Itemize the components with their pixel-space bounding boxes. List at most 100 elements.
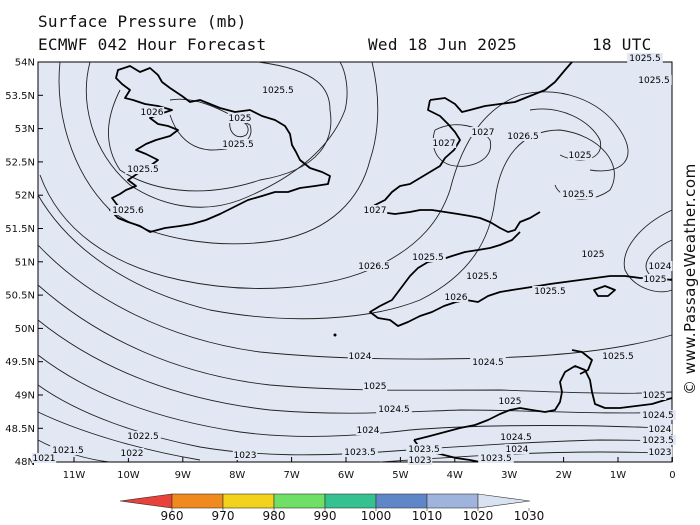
isobar-label: 1021 bbox=[33, 454, 56, 464]
isobar-label-bg bbox=[600, 351, 636, 361]
isobar-label: 1023.5 bbox=[480, 454, 512, 464]
isobar-label: 1022 bbox=[121, 449, 144, 459]
isobar-label: 1023.5 bbox=[344, 448, 376, 458]
isobar-label-bg bbox=[560, 189, 596, 199]
isobar-label-bg bbox=[497, 396, 523, 406]
lat-label: 54N bbox=[15, 58, 35, 69]
isobar-label: 1023.5 bbox=[642, 436, 674, 446]
isobar-label-bg bbox=[119, 448, 145, 458]
isobar-label: 1025.5 bbox=[562, 190, 594, 200]
isobar-line bbox=[37, 354, 673, 437]
isobar-label-bg bbox=[376, 404, 412, 414]
isobar-label-bg bbox=[504, 444, 530, 454]
isobar-labels: 1025.5 1026 1025 1025.5 1025.5 1025.6 1027 1026… bbox=[31, 53, 676, 466]
isobar-label-bg bbox=[362, 381, 388, 391]
forecast-date: Wed 18 Jun 2025 bbox=[368, 35, 517, 54]
colorbar-tick-label: 1000 bbox=[361, 509, 392, 523]
isobar-label: 1024.5 bbox=[500, 433, 532, 443]
isobar-label-bg bbox=[636, 75, 672, 85]
isobar-label: 1025 bbox=[499, 397, 522, 407]
isobar-label-bg bbox=[232, 450, 258, 460]
isobar-label: 1024 bbox=[649, 262, 672, 272]
colorbar-tick-label: 1010 bbox=[412, 509, 443, 523]
isobar-label: 1027 bbox=[433, 139, 456, 149]
colorbar-tick-label: 970 bbox=[212, 509, 235, 523]
lon-label: 3W bbox=[501, 470, 517, 481]
colorbar-low-arrow bbox=[119, 493, 173, 509]
colorbar-tick-label: 980 bbox=[263, 509, 286, 523]
isobar-label: 1024 bbox=[649, 425, 672, 435]
colorbar-tick-label: 990 bbox=[314, 509, 337, 523]
isobar-label-bg bbox=[125, 164, 161, 174]
isobar-label-bg bbox=[627, 53, 663, 63]
colorbar-segment bbox=[426, 493, 479, 509]
isobar-label-bg bbox=[410, 252, 446, 262]
colorbar-segment bbox=[324, 493, 377, 509]
isobar-label: 1025.5 bbox=[638, 76, 670, 86]
isobar-label: 1025.5 bbox=[629, 54, 661, 64]
isobar-label: 1026.5 bbox=[507, 132, 539, 142]
latitude-axis: 54N 53.5N 53N 52.5N 52N 51.5N 51N 50.5N 50N 49.5N… bbox=[5, 58, 43, 468]
lat-label: 48N bbox=[15, 457, 35, 468]
isobar-label-bg bbox=[642, 274, 668, 284]
lat-label: 51N bbox=[15, 257, 35, 268]
isobar-label-bg bbox=[470, 357, 506, 367]
coastline-isle-of-wight bbox=[593, 285, 616, 297]
isobar-label-bg bbox=[532, 286, 568, 296]
isobar-label-bg bbox=[347, 351, 373, 361]
isobar-label-bg bbox=[50, 445, 86, 455]
isobar-label-bg bbox=[505, 131, 541, 141]
isobar-label-bg bbox=[406, 444, 442, 454]
isobar-label-bg bbox=[580, 249, 606, 259]
isobar-label: 1025.5 bbox=[534, 287, 566, 297]
isobar-label-bg bbox=[220, 139, 256, 149]
lat-label: 51.5N bbox=[5, 224, 35, 235]
isobar-line bbox=[623, 209, 673, 293]
isobar-label: 1024.5 bbox=[472, 358, 504, 368]
isobar-label: 1026.5 bbox=[358, 262, 390, 272]
isobar-label: 1023 bbox=[234, 451, 257, 461]
lat-label: 52N bbox=[15, 191, 35, 202]
lat-label: 50N bbox=[15, 324, 35, 335]
isobar-label-bg bbox=[362, 205, 388, 215]
colorbar-tick-label: 1020 bbox=[463, 509, 494, 523]
lon-label: 9W bbox=[175, 470, 191, 481]
colorbar-tick-label: 960 bbox=[161, 509, 184, 523]
isobar-line bbox=[37, 319, 673, 414]
isobar-label-bg bbox=[640, 435, 676, 445]
chart-title: Surface Pressure (mb) bbox=[38, 12, 247, 31]
isobar-label-bg bbox=[260, 85, 296, 95]
isobar-label: 1027 bbox=[364, 206, 387, 216]
lon-label: 7W bbox=[283, 470, 299, 481]
colorbar-tick-label: 1030 bbox=[514, 509, 545, 523]
isobar-label-bg bbox=[567, 150, 593, 160]
isobar-line bbox=[432, 124, 492, 167]
lon-label: 5W bbox=[392, 470, 408, 481]
isobar-label: 1025 bbox=[364, 382, 387, 392]
colorbar-segment bbox=[273, 493, 326, 509]
isobar-label: 1025.5 bbox=[412, 253, 444, 263]
isobar-label: 1025 bbox=[229, 114, 252, 124]
lat-label: 50.5N bbox=[5, 291, 35, 302]
isobar-label: 1021.5 bbox=[52, 446, 84, 456]
isobar-label: 1024 bbox=[349, 352, 372, 362]
map-frame bbox=[37, 61, 673, 463]
colorbar-segment bbox=[375, 493, 428, 509]
isobar-line bbox=[108, 61, 332, 192]
isobar-label: 1024 bbox=[357, 426, 380, 436]
isobar-label-bg bbox=[640, 410, 676, 420]
isobar-label-bg bbox=[647, 424, 673, 434]
forecast-time: 18 UTC bbox=[592, 35, 652, 54]
coastline-ireland bbox=[109, 65, 331, 233]
lon-label: 11W bbox=[63, 470, 86, 481]
isobar-label-bg bbox=[498, 432, 534, 442]
isobar-label: 1026 bbox=[141, 108, 164, 118]
isobar-label: 1024.5 bbox=[642, 411, 674, 421]
lat-label: 53N bbox=[15, 124, 35, 135]
lat-label: 49.5N bbox=[5, 357, 35, 368]
isobar-line bbox=[37, 129, 615, 320]
lon-label: 8W bbox=[229, 470, 245, 481]
isobar-label: 1026 bbox=[445, 293, 468, 303]
isobar-label: 1024.5 bbox=[378, 405, 410, 415]
isobar-label: 1023 bbox=[649, 448, 672, 458]
